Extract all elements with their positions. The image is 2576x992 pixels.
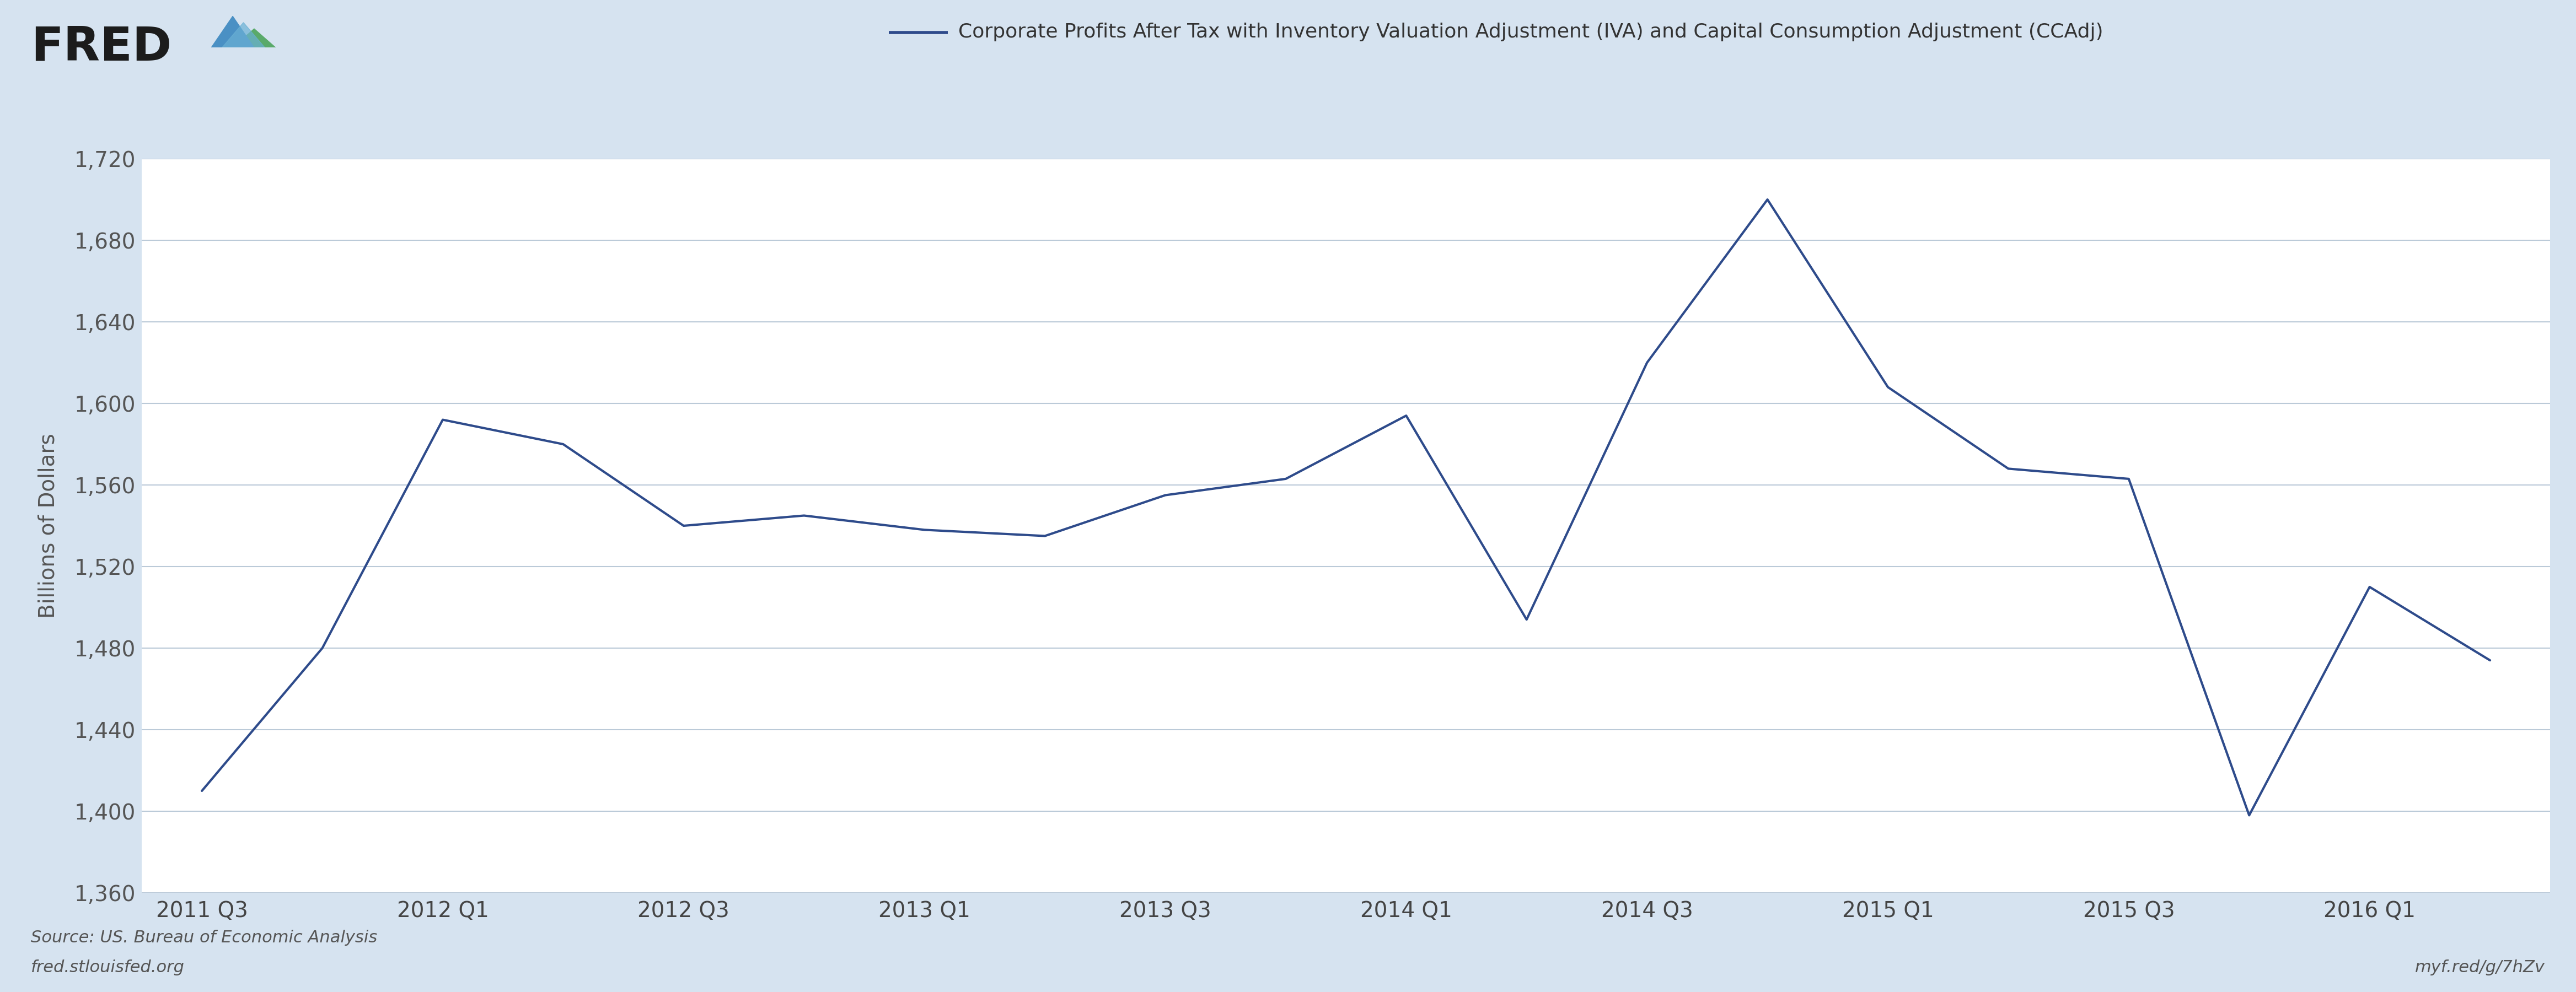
Text: Source: US. Bureau of Economic Analysis: Source: US. Bureau of Economic Analysis (31, 930, 376, 945)
Y-axis label: Billions of Dollars: Billions of Dollars (39, 434, 59, 618)
Text: myf.red/g/7hZv: myf.red/g/7hZv (2416, 959, 2545, 975)
Polygon shape (211, 16, 255, 48)
Text: Corporate Profits After Tax with Inventory Valuation Adjustment (IVA) and Capita: Corporate Profits After Tax with Invento… (958, 23, 2102, 41)
Polygon shape (232, 29, 276, 48)
Text: FRED: FRED (31, 25, 173, 70)
Polygon shape (222, 23, 265, 48)
Text: fred.stlouisfed.org: fred.stlouisfed.org (31, 959, 185, 975)
